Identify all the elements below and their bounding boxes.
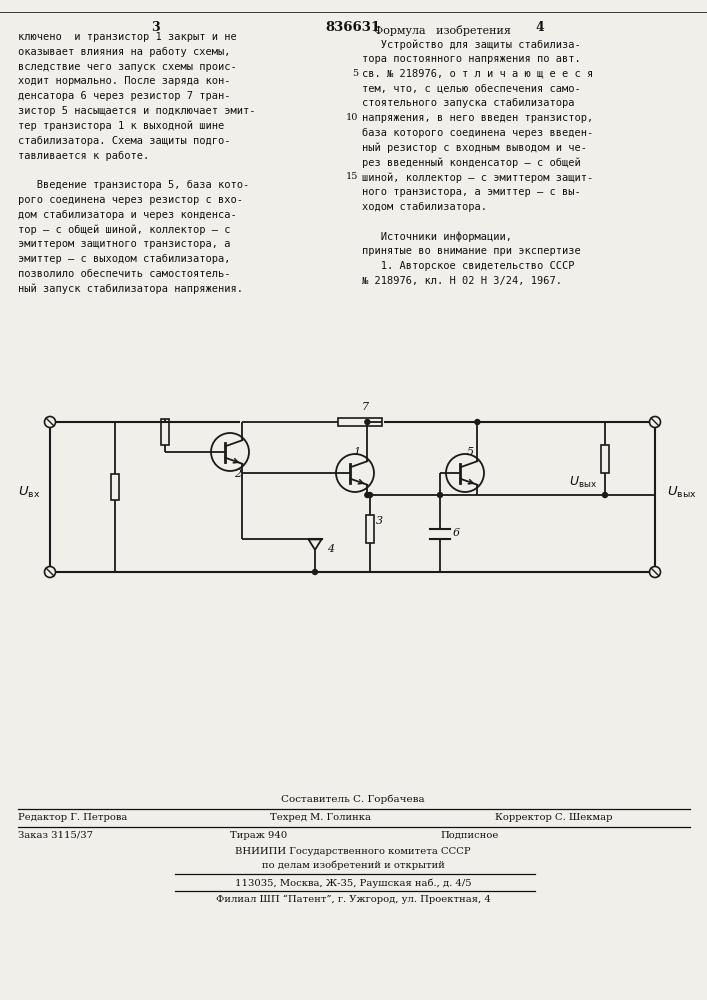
Text: ходом стабилизатора.: ходом стабилизатора. <box>362 202 487 212</box>
Circle shape <box>475 420 480 424</box>
Text: Подписное: Подписное <box>440 831 498 840</box>
Circle shape <box>312 570 317 574</box>
Text: Формула   изобретения: Формула изобретения <box>373 25 510 36</box>
Text: принятые во внимание при экспертизе: принятые во внимание при экспертизе <box>362 246 580 256</box>
Text: 7: 7 <box>362 402 369 412</box>
Text: тем, что, с целью обеспечения само-: тем, что, с целью обеспечения само- <box>362 83 580 93</box>
Text: 113035, Москва, Ж-35, Раушская наб., д. 4/5: 113035, Москва, Ж-35, Раушская наб., д. … <box>235 878 472 888</box>
Text: 15: 15 <box>346 172 358 181</box>
Text: рез введенный конденсатор – с общей: рез введенный конденсатор – с общей <box>362 157 580 168</box>
Circle shape <box>438 492 443 497</box>
Circle shape <box>45 566 56 578</box>
Text: 4: 4 <box>327 544 334 554</box>
Text: база которого соединена через введен-: база которого соединена через введен- <box>362 128 593 138</box>
Text: рого соединена через резистор с вхо-: рого соединена через резистор с вхо- <box>18 195 243 205</box>
Text: эмиттер – с выходом стабилизатора,: эмиттер – с выходом стабилизатора, <box>18 254 230 264</box>
Text: стабилизатора. Схема защиты подго-: стабилизатора. Схема защиты подго- <box>18 136 230 146</box>
Text: ный запуск стабилизатора напряжения.: ный запуск стабилизатора напряжения. <box>18 284 243 294</box>
Text: Составитель С. Горбачева: Составитель С. Горбачева <box>281 795 425 804</box>
Text: напряжения, в него введен транзистор,: напряжения, в него введен транзистор, <box>362 113 593 123</box>
Text: 3: 3 <box>151 21 159 34</box>
Text: тор – с общей шиной, коллектор – с: тор – с общей шиной, коллектор – с <box>18 224 230 235</box>
Bar <box>111 474 119 500</box>
Text: $U_{\rm вх}$: $U_{\rm вх}$ <box>18 484 40 500</box>
Circle shape <box>368 492 373 497</box>
Text: Устройство для защиты стабилиза-: Устройство для защиты стабилиза- <box>362 39 580 49</box>
Text: Филиал ШП “Патент”, г. Ужгород, ул. Проектная, 4: Филиал ШП “Патент”, г. Ужгород, ул. Прое… <box>216 895 491 904</box>
Text: стоятельного запуска стабилизатора: стоятельного запуска стабилизатора <box>362 98 575 108</box>
Text: ного транзистора, а эмиттер – с вы-: ного транзистора, а эмиттер – с вы- <box>362 187 580 197</box>
Text: тавливается к работе.: тавливается к работе. <box>18 150 149 161</box>
Bar <box>161 419 169 445</box>
Text: 1: 1 <box>353 447 360 457</box>
Text: 10: 10 <box>346 113 358 122</box>
Circle shape <box>45 416 56 428</box>
Text: св. № 218976, о т л и ч а ю щ е е с я: св. № 218976, о т л и ч а ю щ е е с я <box>362 69 593 79</box>
Text: ходит нормально. После заряда кон-: ходит нормально. После заряда кон- <box>18 76 230 86</box>
Bar <box>601 444 609 473</box>
Text: денсатора 6 через резистор 7 тран-: денсатора 6 через резистор 7 тран- <box>18 91 230 101</box>
Text: тер транзистора 1 к выходной шине: тер транзистора 1 к выходной шине <box>18 121 224 131</box>
Text: Источники информации,: Источники информации, <box>362 231 512 242</box>
Text: зистор 5 насыщается и подключает эмит-: зистор 5 насыщается и подключает эмит- <box>18 106 255 116</box>
Text: Техред М. Голинка: Техред М. Голинка <box>270 813 371 822</box>
Text: позволило обеспечить самостоятель-: позволило обеспечить самостоятель- <box>18 269 230 279</box>
Text: вследствие чего запуск схемы проис-: вследствие чего запуск схемы проис- <box>18 62 237 72</box>
Circle shape <box>650 416 660 428</box>
Circle shape <box>365 420 370 424</box>
Text: по делам изобретений и открытий: по делам изобретений и открытий <box>262 861 445 870</box>
Text: шиной, коллектор – с эмиттером защит-: шиной, коллектор – с эмиттером защит- <box>362 172 593 183</box>
Text: 4: 4 <box>536 21 544 34</box>
Text: $U_{\rm вых}$: $U_{\rm вых}$ <box>667 484 696 500</box>
Text: ключено  и транзистор 1 закрыт и не: ключено и транзистор 1 закрыт и не <box>18 32 237 42</box>
Text: дом стабилизатора и через конденса-: дом стабилизатора и через конденса- <box>18 210 237 220</box>
Text: 5: 5 <box>467 447 474 457</box>
Text: 5: 5 <box>352 69 358 78</box>
Text: 3: 3 <box>376 516 383 526</box>
Text: 1. Авторское свидетельство СССР: 1. Авторское свидетельство СССР <box>362 261 575 271</box>
Bar <box>366 514 374 542</box>
Text: 6: 6 <box>453 528 460 538</box>
Text: тора постоянного напряжения по авт.: тора постоянного напряжения по авт. <box>362 54 580 64</box>
Text: эмиттером защитного транзистора, а: эмиттером защитного транзистора, а <box>18 239 230 249</box>
Bar <box>338 418 382 426</box>
Text: оказывает влияния на работу схемы,: оказывает влияния на работу схемы, <box>18 47 230 57</box>
Text: 2: 2 <box>234 469 241 479</box>
Text: Введение транзистора 5, база кото-: Введение транзистора 5, база кото- <box>18 180 250 190</box>
Text: $U_{\rm вых}$: $U_{\rm вых}$ <box>569 475 597 490</box>
Circle shape <box>650 566 660 578</box>
Text: Тираж 940: Тираж 940 <box>230 831 287 840</box>
Text: 836631: 836631 <box>325 21 380 34</box>
Circle shape <box>602 492 607 497</box>
Text: ный резистор с входным выводом и че-: ный резистор с входным выводом и че- <box>362 143 587 153</box>
Text: № 218976, кл. Н 02 Н 3/24, 1967.: № 218976, кл. Н 02 Н 3/24, 1967. <box>362 276 562 286</box>
Circle shape <box>365 492 370 497</box>
Text: Корректор С. Шекмар: Корректор С. Шекмар <box>495 813 612 822</box>
Text: Заказ 3115/37: Заказ 3115/37 <box>18 831 93 840</box>
Text: ВНИИПИ Государственного комитета СССР: ВНИИПИ Государственного комитета СССР <box>235 847 471 856</box>
Text: Редактор Г. Петрова: Редактор Г. Петрова <box>18 813 127 822</box>
